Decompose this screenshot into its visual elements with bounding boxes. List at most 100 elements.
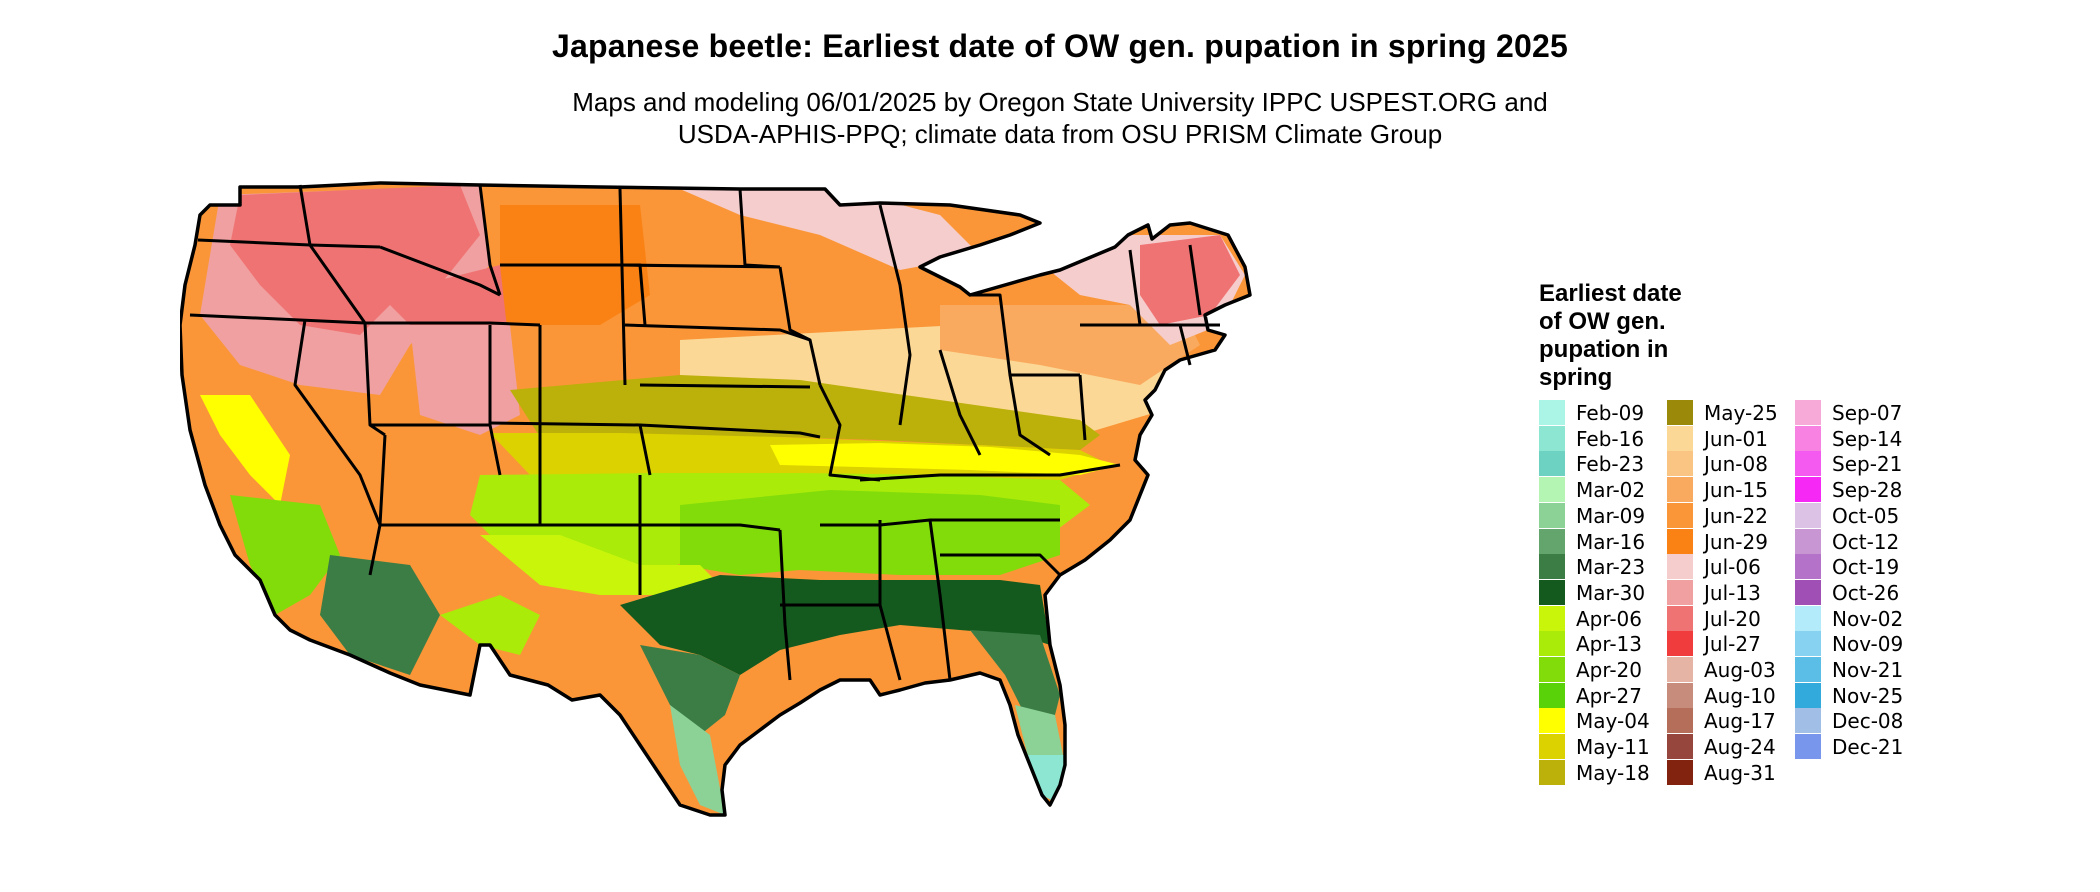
state-border [878,520,902,681]
band-mar-23-florida [970,630,1060,735]
legend-label: Apr-06 [1576,606,1642,631]
legend-swatch [1539,451,1565,477]
us-outline [180,181,1252,817]
legend-label: Dec-21 [1832,735,1904,760]
legend-swatch [1795,734,1821,760]
state-border [1078,374,1087,441]
map-subtitle: Maps and modeling 06/01/2025 by Oregon S… [0,86,2100,150]
state-border [1188,244,1202,316]
legend-swatch [1667,400,1693,425]
legend-label: Sep-14 [1832,426,1903,451]
legend-swatch [1795,605,1821,631]
state-border [778,266,822,386]
state-border [818,384,881,482]
legend: Earliest date of OW gen. pupation in spr… [1539,280,1903,785]
legend-swatch [1667,657,1693,682]
legend-swatch [1667,579,1693,605]
subtitle-line-1: Maps and modeling 06/01/2025 by Oregon S… [572,87,1548,117]
band-mar-23 [640,645,740,735]
legend-swatch [1539,477,1565,503]
band-mar-30 [620,575,1050,675]
band-jul-20-northeast [1140,235,1240,325]
state-border [878,204,912,426]
legend-swatch [1667,554,1693,580]
legend-label: Jul-06 [1704,555,1761,580]
legend-label: Jul-20 [1704,606,1761,631]
band-may-18 [510,375,1100,450]
legend-swatch [1667,682,1693,708]
state-border [488,325,502,476]
legend-label: Dec-08 [1832,709,1904,734]
legend-label: Jun-08 [1704,452,1768,477]
legend-title: Earliest date of OW gen. pupation in spr… [1539,280,1739,392]
legend-label: Jul-27 [1704,632,1761,657]
state-border [970,293,1080,377]
legend-swatch [1539,734,1565,760]
legend-swatch [1795,657,1821,682]
legend-swatch [1667,605,1693,631]
map-color-bands [180,183,1250,815]
legend-swatch [1539,425,1565,451]
legend-swatch [1667,528,1693,554]
legend-label: Jun-15 [1704,478,1768,503]
legend-label: Aug-31 [1704,760,1776,785]
legend-swatch [1795,528,1821,554]
state-border [640,523,781,532]
state-border [379,245,501,297]
legend-swatch [1795,682,1821,708]
state-border [738,188,781,269]
legend-label: Nov-09 [1832,632,1904,657]
map-title: Japanese beetle: Earliest date of OW gen… [552,28,1568,64]
legend-label: May-11 [1576,735,1650,760]
legend-swatch [1667,502,1693,528]
legend-swatch [1795,708,1821,734]
legend-swatch [1539,605,1565,631]
legend-swatch [1539,579,1565,605]
band-mar-23-arizona [320,555,440,675]
legend-label: Nov-02 [1832,606,1904,631]
legend-swatch [1539,502,1565,528]
band-apr-20 [680,490,1060,575]
legend-swatch [1539,657,1565,682]
band-mar-09 [670,705,725,815]
state-border [1008,374,1051,457]
state-borders [189,184,1220,681]
legend-label: May-25 [1704,401,1778,425]
state-border [293,319,382,526]
legend-swatch [1667,425,1693,451]
legend-swatch [1539,682,1565,708]
state-border [478,184,502,296]
legend-swatch [1539,400,1565,425]
state-border [938,349,982,456]
legend-swatch [1795,631,1821,657]
legend-label: Aug-03 [1704,658,1776,682]
legend-swatch [1539,631,1565,657]
subtitle-line-2: USDA-APHIS-PPQ; climate data from OSU PR… [677,119,1443,149]
state-border [820,518,1060,527]
legend-label: Oct-12 [1832,529,1900,554]
legend-swatch [1667,734,1693,760]
legend-swatch [1795,502,1821,528]
legend-swatch [1795,451,1821,477]
legend-label: Mar-23 [1576,555,1646,580]
legend-swatch [1667,451,1693,477]
legend-label: Sep-07 [1832,401,1903,425]
legend-label: Aug-10 [1704,683,1776,708]
legend-label: Oct-05 [1832,503,1900,528]
legend-swatch [1795,477,1821,503]
band-jul-06 [680,189,980,270]
legend-title-line: of OW gen. [1539,308,1666,335]
legend-swatch [1539,759,1565,785]
legend-label: Mar-09 [1576,503,1646,528]
band-apr-06 [480,535,720,595]
legend-label: Jun-29 [1704,529,1768,554]
legend-label: Jul-13 [1704,580,1761,605]
legend-label: Nov-25 [1832,683,1904,708]
us-map [180,181,1252,817]
legend-label: Feb-23 [1576,452,1645,477]
state-border [618,188,627,386]
legend-title-line: Earliest date [1539,280,1682,307]
state-border [778,529,792,681]
legend-label: Aug-17 [1704,709,1776,734]
legend-label: Feb-09 [1576,401,1645,425]
